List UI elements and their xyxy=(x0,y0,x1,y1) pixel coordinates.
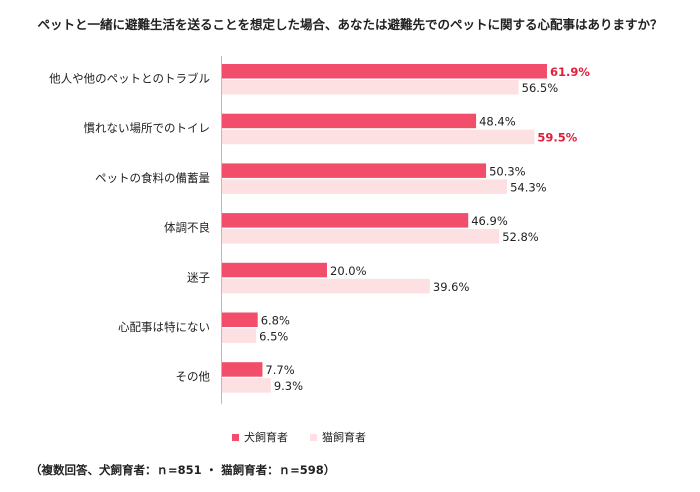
value-label-dog: 7.7% xyxy=(265,363,294,377)
value-label-dog: 6.8% xyxy=(261,314,290,328)
value-label-dog: 50.3% xyxy=(489,164,526,178)
bar-dog xyxy=(222,262,327,278)
legend-item-dog: 犬飼育者 xyxy=(232,429,288,445)
value-labels: 61.9% 56.5% 48.4% 59.5% 50.3% 54.3% 46.9% 52.8%… xyxy=(259,65,590,393)
bar-dog xyxy=(222,64,547,79)
bar-cat xyxy=(222,378,271,393)
legend-swatch-cat xyxy=(310,433,317,441)
value-label-cat: 6.5% xyxy=(259,330,288,344)
value-label-cat: 39.6% xyxy=(433,280,470,294)
bar-dog xyxy=(222,362,263,377)
bar-cat xyxy=(222,129,535,145)
value-label-cat: 59.5% xyxy=(537,131,577,145)
bar-dog xyxy=(222,113,477,129)
value-label-cat: 54.3% xyxy=(510,180,547,194)
legend: 犬飼育者 猫飼育者 xyxy=(232,429,366,445)
category-labels: 他人や他のペットとのトラブル慣れない場所でのトイレペットの食料の備蓄量体調不良迷… xyxy=(49,72,210,384)
bar-dog xyxy=(222,312,258,327)
bar-dog xyxy=(222,213,469,228)
category-label: その他 xyxy=(176,370,211,384)
legend-swatch-dog xyxy=(232,433,239,441)
category-label: 心配事は特にない xyxy=(118,320,210,334)
value-label-cat: 52.8% xyxy=(502,230,539,244)
category-label: 他人や他のペットとのトラブル xyxy=(49,72,210,86)
bars xyxy=(222,64,547,393)
bar-cat xyxy=(222,179,508,194)
legend-label-dog: 犬飼育者 xyxy=(244,431,288,444)
category-label: 慣れない場所でのトイレ xyxy=(84,121,211,135)
value-label-dog: 61.9% xyxy=(550,65,590,79)
value-label-dog: 48.4% xyxy=(479,115,516,129)
footnote: （複数回答、犬飼育者：ｎ=851 ・ 猫飼育者：ｎ=598） xyxy=(30,463,336,477)
bar-dog xyxy=(222,163,487,178)
bar-cat xyxy=(222,328,257,343)
bar-cat xyxy=(222,229,500,244)
value-label-dog: 46.9% xyxy=(471,214,508,228)
legend-item-cat: 猫飼育者 xyxy=(310,429,366,445)
value-label-dog: 20.0% xyxy=(330,264,367,278)
chart-title: ペットと一緒に避難生活を送ることを想定した場合、あなたは避難先でのペットに関する… xyxy=(37,17,663,32)
bar-cat xyxy=(222,278,430,294)
value-label-cat: 56.5% xyxy=(522,81,559,95)
bar-cat xyxy=(222,80,519,95)
legend-label-cat: 猫飼育者 xyxy=(322,431,366,444)
category-label: 迷子 xyxy=(187,270,210,284)
bar-chart: 他人や他のペットとのトラブル慣れない場所でのトイレペットの食料の備蓄量体調不良迷… xyxy=(49,56,590,404)
category-label: ペットの食料の備蓄量 xyxy=(95,171,210,185)
value-label-cat: 9.3% xyxy=(274,379,303,393)
category-label: 体調不良 xyxy=(164,221,210,235)
